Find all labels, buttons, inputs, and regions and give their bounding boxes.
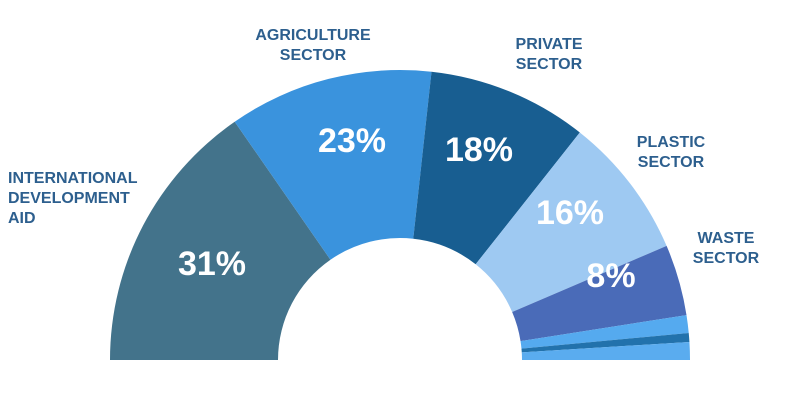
category-label-0: INTERNATIONAL DEVELOPMENT AID <box>8 170 138 227</box>
slice-3 <box>475 132 667 313</box>
category-label-line: SECTOR <box>280 47 347 64</box>
category-label-line: AGRICULTURE <box>255 27 371 44</box>
value-label-0: 31% <box>178 245 246 283</box>
slices <box>110 70 690 361</box>
category-label-1: AGRICULTURE SECTOR <box>255 27 371 64</box>
category-label-line: PRIVATE <box>516 36 583 53</box>
category-label-line: SECTOR <box>516 56 583 73</box>
slice-7 <box>521 341 690 360</box>
category-label-line: SECTOR <box>638 154 705 171</box>
category-label-line: DEVELOPMENT <box>8 190 130 207</box>
slice-1 <box>234 70 432 260</box>
category-label-3: PLASTIC SECTOR <box>637 134 706 171</box>
category-label-line: WASTE <box>698 230 755 247</box>
category-label-line: SECTOR <box>693 250 760 267</box>
category-label-line: INTERNATIONAL <box>8 170 138 187</box>
value-label-3: 16% <box>536 194 604 232</box>
category-labels: INTERNATIONAL DEVELOPMENT AID AGRICULTURE SE… <box>8 27 760 267</box>
category-label-line: PLASTIC <box>637 134 706 151</box>
slice-6 <box>521 332 690 353</box>
category-label-line: AID <box>8 210 36 227</box>
category-label-2: PRIVATE SECTOR <box>516 36 583 73</box>
value-labels: 31% 23% 18% 16% 8% <box>178 122 636 295</box>
value-label-1: 23% <box>318 122 386 160</box>
slice-0 <box>110 121 331 361</box>
category-label-4: WASTE SECTOR <box>693 230 760 267</box>
value-label-4: 8% <box>586 257 635 295</box>
slice-4 <box>512 245 687 342</box>
value-label-2: 18% <box>445 131 513 169</box>
slice-5 <box>520 315 689 349</box>
slice-2 <box>413 71 580 265</box>
